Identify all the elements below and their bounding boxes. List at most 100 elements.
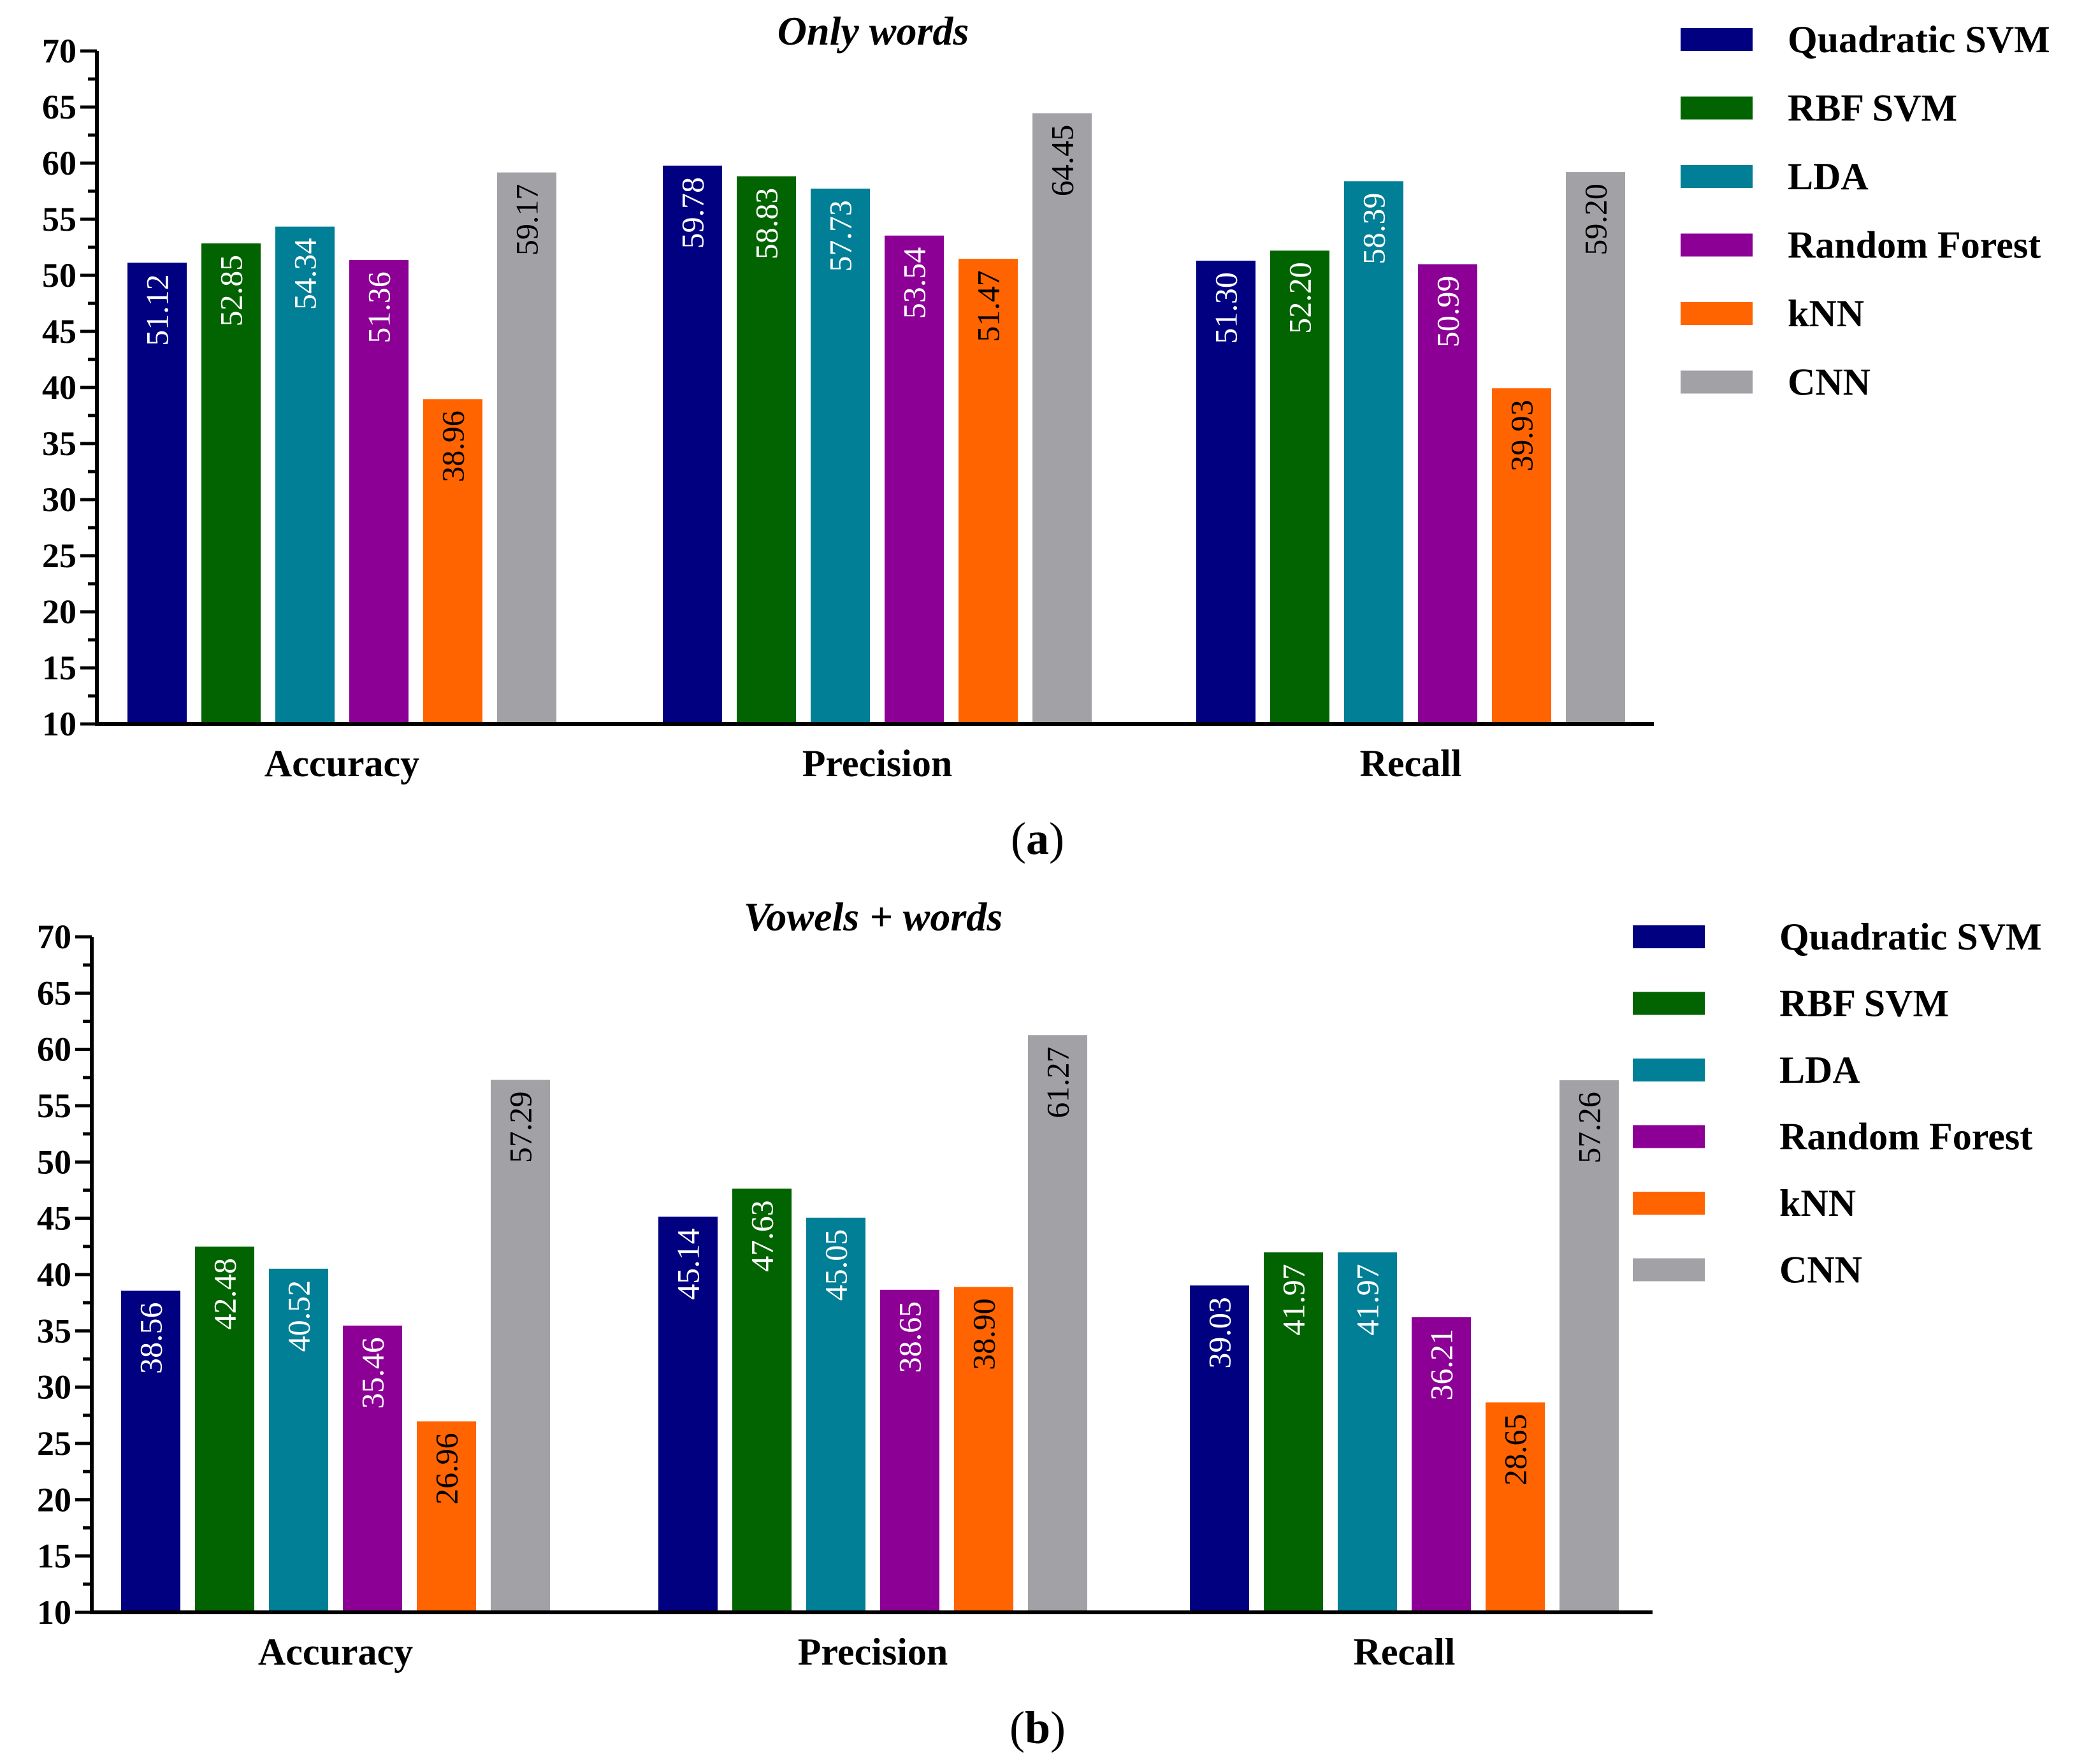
bar-quadratic-svm-accuracy: [127, 263, 187, 725]
bar-value-label: 59.78: [675, 177, 711, 249]
y-tick-label: 55: [37, 1087, 71, 1125]
bar-value-label: 51.47: [971, 270, 1006, 342]
bar-rbf-svm-recall: [1270, 250, 1329, 724]
bar-value-label: 45.14: [670, 1228, 706, 1300]
bar-cnn-accuracy: [497, 172, 556, 724]
y-tick-label: 30: [37, 1368, 71, 1406]
bar-knn-accuracy: [417, 1421, 476, 1612]
chart-panel-a: Only words 51.12 52.85 54.34 51.36 38.96 59.17…: [42, 8, 2050, 864]
legend-label: LDA: [1788, 155, 1869, 198]
chart-title: Vowels + words: [744, 894, 1002, 939]
y-tick-label: 25: [42, 537, 76, 575]
bar-value-label: 64.45: [1045, 125, 1080, 197]
bar-value-label: 39.93: [1504, 400, 1540, 472]
bar-value-label: 50.99: [1430, 276, 1466, 348]
bar-random-forest-accuracy: [349, 260, 409, 725]
legend-label: CNN: [1779, 1249, 1862, 1291]
category-label: Accuracy: [258, 1631, 413, 1673]
bar-value-label: 57.26: [1572, 1092, 1607, 1164]
y-tick-label: 20: [42, 593, 76, 631]
bar-lda-precision: [806, 1217, 865, 1612]
y-tick-label: 15: [42, 649, 76, 687]
bar-value-label: 61.27: [1040, 1046, 1076, 1118]
bar-value-label: 41.97: [1350, 1264, 1386, 1336]
bar-rbf-svm-recall: [1264, 1252, 1323, 1612]
bar-random-forest-accuracy: [343, 1326, 402, 1612]
bar-rbf-svm-precision: [732, 1189, 792, 1612]
bar-value-label: 42.48: [207, 1258, 243, 1329]
y-tick-label: 30: [42, 481, 76, 519]
bar-value-label: 51.36: [361, 271, 397, 343]
legend-label: Random Forest: [1779, 1116, 2032, 1158]
bar-value-label: 36.21: [1424, 1329, 1459, 1401]
category-label: Precision: [798, 1631, 948, 1673]
bar-rbf-svm-accuracy: [201, 243, 261, 725]
bar-value-label: 47.63: [744, 1200, 780, 1272]
bar-value-label: 41.97: [1276, 1264, 1312, 1336]
y-tick-label: 65: [42, 88, 76, 126]
bar-random-forest-recall: [1418, 264, 1477, 724]
bar-random-forest-recall: [1412, 1317, 1471, 1612]
legend-label: Quadratic SVM: [1788, 18, 2050, 61]
legend-swatch: [1681, 165, 1753, 188]
y-tick-label: 10: [42, 705, 76, 743]
bar-value-label: 51.12: [140, 274, 175, 345]
bar-knn-precision: [959, 259, 1018, 724]
bar-quadratic-svm-precision: [663, 165, 722, 724]
y-tick-label: 70: [42, 32, 76, 70]
bar-value-label: 57.29: [503, 1092, 539, 1164]
bar-value-label: 52.20: [1282, 262, 1318, 334]
y-tick-label: 10: [37, 1593, 71, 1631]
category-label: Recall: [1354, 1631, 1456, 1673]
legend-swatch: [1681, 233, 1753, 257]
legend-label: LDA: [1779, 1049, 1860, 1091]
y-tick-label: 40: [42, 368, 76, 407]
legend-swatch: [1633, 1192, 1705, 1215]
bar-cnn-precision: [1028, 1035, 1087, 1612]
bar-value-label: 45.05: [818, 1229, 854, 1301]
panel-caption: (b): [1010, 1702, 1066, 1753]
bar-value-label: 58.39: [1356, 192, 1392, 264]
y-tick-label: 15: [37, 1537, 71, 1575]
panel-caption: (a): [1011, 813, 1064, 864]
y-tick-label: 40: [37, 1255, 71, 1294]
bar-knn-recall: [1486, 1402, 1545, 1612]
bar-value-label: 57.73: [823, 200, 858, 272]
bar-cnn-accuracy: [491, 1080, 550, 1612]
y-tick-label: 60: [42, 144, 76, 182]
legend-swatch: [1681, 302, 1753, 325]
bar-lda-precision: [811, 188, 870, 724]
bar-quadratic-svm-accuracy: [121, 1290, 180, 1612]
y-tick-label: 55: [42, 200, 76, 238]
bar-value-label: 59.17: [509, 184, 545, 256]
legend-label: RBF SVM: [1788, 87, 1957, 129]
bar-random-forest-precision: [880, 1289, 939, 1612]
legend-label: RBF SVM: [1779, 983, 1949, 1025]
bar-value-label: 53.54: [897, 247, 932, 319]
legend: Quadratic SVM RBF SVM LDA Random Forest kNN C…: [1633, 916, 2042, 1291]
bar-quadratic-svm-recall: [1196, 261, 1256, 724]
y-tick-label: 60: [37, 1030, 71, 1069]
y-tick-label: 35: [37, 1312, 71, 1350]
bar-value-label: 26.96: [429, 1433, 465, 1505]
bar-value-label: 38.65: [892, 1301, 928, 1373]
bar-value-label: 35.46: [355, 1337, 391, 1409]
bar-lda-accuracy: [269, 1268, 328, 1612]
bar-cnn-recall: [1566, 172, 1625, 725]
bar-value-label: 39.03: [1202, 1297, 1238, 1369]
bar-quadratic-svm-recall: [1190, 1285, 1249, 1612]
legend-swatch: [1633, 1059, 1705, 1081]
y-tick-label: 25: [37, 1424, 71, 1463]
category-label: Precision: [802, 742, 953, 784]
bar-lda-accuracy: [275, 226, 335, 725]
bar-knn-accuracy: [423, 399, 482, 724]
legend-swatch: [1681, 28, 1753, 51]
y-tick-label: 70: [37, 918, 71, 956]
legend-swatch: [1633, 1258, 1705, 1282]
legend-label: kNN: [1788, 293, 1864, 335]
bar-value-label: 54.34: [287, 238, 323, 310]
legend-swatch: [1681, 370, 1753, 394]
bar-value-label: 28.65: [1498, 1414, 1533, 1486]
y-tick-label: 45: [37, 1199, 71, 1238]
